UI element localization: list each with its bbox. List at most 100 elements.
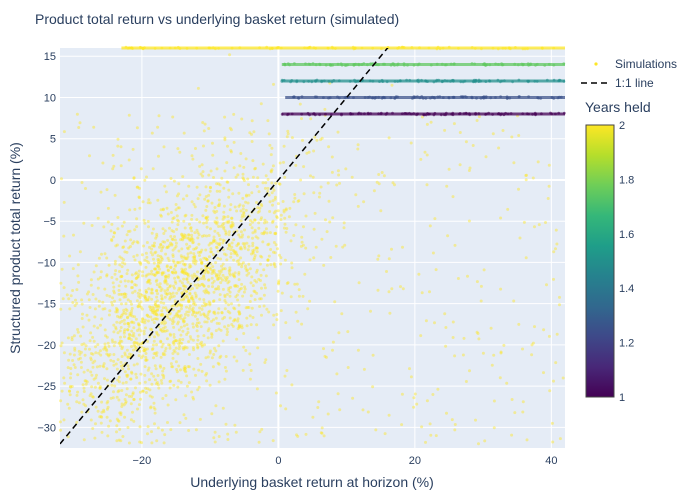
sim-point [390,247,393,251]
band-point [412,96,416,100]
sim-point [165,308,169,312]
sim-point [218,293,222,297]
sim-point [190,217,194,221]
sim-point [155,351,159,355]
band-point [497,112,501,115]
sim-point [302,192,306,196]
band-point [353,47,357,50]
sim-point [115,308,119,312]
band-point [477,112,481,115]
sim-point [153,407,157,411]
sim-point [194,260,198,263]
sim-point [121,367,125,371]
legend[interactable]: Simulations 1:1 line [581,57,677,90]
sim-point [228,316,232,320]
sim-point [175,368,179,371]
sim-point [108,353,112,356]
sim-point [552,379,555,383]
sim-point [191,297,195,301]
sim-point [294,310,298,314]
sim-point [117,438,121,442]
sim-point [238,164,242,168]
sim-point [132,176,136,180]
sim-point [266,258,270,262]
sim-point [206,290,210,294]
sim-point [147,295,151,299]
sim-point [236,242,240,246]
sim-point [122,220,126,224]
sim-point [205,218,209,222]
band-point [270,46,274,50]
band-point [173,46,177,50]
legend-item-simulations[interactable]: Simulations [594,57,677,71]
sim-point [207,193,211,197]
band-point [438,47,442,51]
sim-point [229,248,233,252]
sim-point [94,345,97,349]
sim-point [113,384,117,388]
sim-point [174,203,178,206]
sim-point [118,427,122,431]
sim-point [146,220,150,223]
sim-point [191,313,195,317]
sim-point [135,225,139,229]
sim-point [73,304,77,308]
sim-point [445,184,449,188]
sim-point [147,198,151,202]
sim-point [152,310,156,314]
band-point [280,112,284,116]
sim-point [160,309,164,313]
sim-point [75,400,79,404]
sim-point [205,205,209,208]
sim-point [160,246,164,250]
sim-point [68,254,72,258]
sim-point [290,266,294,270]
sim-point [216,231,220,235]
sim-point [152,261,156,265]
sim-point [218,241,222,245]
sim-point [207,278,210,282]
sim-point [247,262,251,266]
sim-point [286,129,290,133]
sim-point [196,270,199,274]
sim-point [211,265,215,269]
sim-point [99,353,103,357]
sim-point [300,117,303,121]
sim-point [141,317,145,321]
sim-point [170,270,174,274]
sim-point [127,394,131,398]
band-point [426,80,429,83]
sim-point [550,421,554,425]
band-point [545,78,549,82]
sim-point [221,339,225,343]
sim-point [116,419,120,423]
sim-point [225,220,229,224]
sim-point [144,391,148,394]
sim-point [198,306,202,310]
band-point [416,112,420,116]
sim-point [366,410,370,414]
sim-point [187,184,191,188]
legend-item-reference[interactable]: 1:1 line [581,76,654,90]
sim-point [101,364,105,368]
sim-point [189,296,193,300]
sim-point [417,272,421,276]
sim-point [169,241,172,245]
band-point [230,46,234,50]
colorbar [585,124,615,398]
sim-point [164,190,168,194]
sim-point [128,311,132,315]
band-point [506,112,510,116]
sim-point [121,435,125,438]
sim-point [434,434,438,438]
sim-point [118,344,122,348]
sim-point [186,273,190,277]
sim-point [241,233,245,237]
sim-point [307,150,311,154]
sim-point [130,329,134,333]
sim-point [178,314,182,318]
sim-point [290,383,294,387]
sim-point [213,211,217,215]
sim-point [185,374,189,378]
